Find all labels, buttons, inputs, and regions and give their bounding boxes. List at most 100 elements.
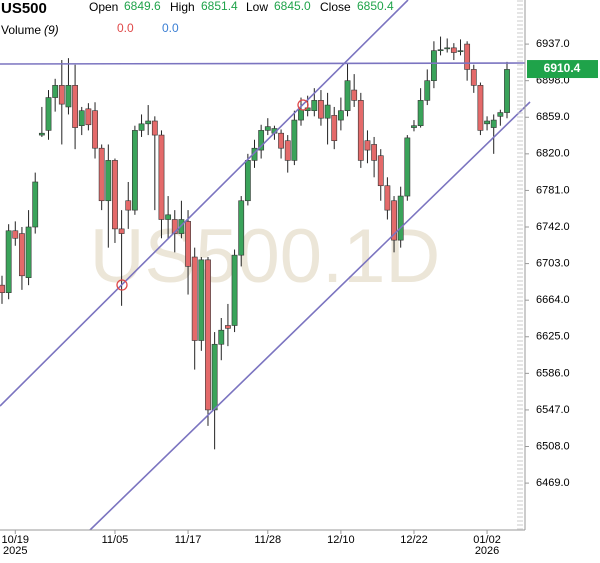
symbol: US500: [1, 0, 47, 17]
volume-value: 0.0: [117, 21, 134, 35]
open-value: 6849.6: [124, 0, 161, 13]
candle-body: [138, 123, 145, 131]
candle-body: [457, 50, 464, 52]
candle-body: [377, 155, 384, 187]
candle-body: [85, 108, 92, 126]
close-label: Close: [320, 0, 351, 14]
y-tick-label: 6586.0: [536, 367, 570, 379]
candle-body: [72, 85, 78, 128]
candle-body: [404, 137, 411, 197]
anchor-point: [297, 99, 309, 111]
candle-body: [92, 110, 98, 149]
candle-body: [191, 256, 198, 341]
candle-body: [497, 112, 504, 117]
last-price-tag: [527, 60, 598, 79]
candle-body: [118, 228, 125, 234]
trend-line: [0, 0, 409, 407]
y-tick-label: 6547.0: [536, 404, 570, 416]
volume-period: (9): [44, 23, 59, 37]
open-label: Open: [89, 0, 118, 14]
candle-body: [58, 85, 65, 105]
candle-body: [32, 181, 39, 228]
candle-body: [311, 100, 318, 111]
candle-body: [470, 69, 477, 86]
candle-body: [417, 100, 424, 126]
candle-body: [437, 49, 444, 52]
candle-body: [450, 47, 457, 53]
y-tick-label: 6664.0: [536, 294, 570, 306]
trend-line: [89, 101, 531, 531]
anchor-point: [116, 279, 128, 291]
y-tick-label: 6469.0: [536, 477, 570, 489]
candle-body: [38, 132, 45, 136]
candle-body: [484, 120, 490, 125]
candle-body: [371, 144, 378, 161]
high-value: 6851.4: [201, 0, 238, 13]
candle-body: [337, 110, 344, 121]
horizontal-line: [0, 62, 526, 65]
candle-body: [397, 195, 404, 241]
x-year-label: 2026: [475, 545, 499, 557]
candle-body: [464, 43, 471, 70]
low-label: Low: [246, 0, 268, 14]
y-tick-label: 6937.0: [536, 38, 570, 50]
candle-body: [12, 230, 19, 239]
candle-body: [291, 119, 298, 161]
candle-body: [225, 325, 231, 329]
candle-body: [344, 80, 351, 111]
x-tick-label: 12/10: [327, 534, 355, 546]
candle-body: [357, 100, 364, 161]
candle-body: [105, 160, 112, 202]
candle-body: [231, 254, 238, 326]
candle-body: [205, 259, 211, 411]
candle-body: [324, 104, 331, 119]
candle-body: [411, 125, 417, 128]
candle-body: [211, 343, 218, 411]
candle-body: [198, 259, 205, 341]
candle-body: [431, 50, 437, 81]
y-tick-label: 6625.0: [536, 331, 570, 343]
candle-body: [364, 140, 371, 151]
candle-body: [19, 233, 25, 277]
y-tick-label: 6859.0: [536, 111, 570, 123]
candle-body: [384, 185, 391, 211]
candle-body: [145, 120, 152, 125]
watermark: US500.1D: [90, 214, 441, 299]
candle-body: [171, 219, 178, 234]
candle-body: [244, 160, 251, 202]
candle-body: [0, 284, 5, 293]
volume-label: Volume: [1, 23, 41, 37]
candle-body: [351, 89, 358, 101]
high-label: High: [170, 0, 195, 14]
candle-body: [218, 329, 225, 345]
y-tick-label: 6703.0: [536, 257, 570, 269]
candle-body: [238, 200, 245, 256]
candle-body: [185, 221, 191, 267]
candle-body: [112, 160, 118, 230]
candle-body: [98, 147, 105, 202]
candle-body: [490, 119, 497, 128]
x-tick-label: 10/19: [2, 534, 30, 546]
candle-body: [298, 109, 304, 121]
candle-body: [52, 85, 59, 98]
candle-body: [258, 130, 265, 151]
y-tick-label: 6508.0: [536, 440, 570, 452]
candle-body: [45, 97, 52, 131]
x-tick-label: 11/05: [102, 534, 129, 546]
candle-body: [151, 120, 158, 136]
candle-body: [158, 134, 165, 220]
candle-body: [25, 226, 32, 278]
candle-body: [424, 80, 431, 101]
candle-body: [477, 85, 484, 131]
candle-body: [284, 140, 291, 161]
candle-body: [264, 126, 271, 131]
candle-body: [165, 214, 172, 220]
candle-body: [504, 69, 510, 113]
candle-body: [444, 47, 451, 50]
candle-body: [318, 100, 324, 119]
candle-body: [78, 110, 85, 126]
candle-body: [331, 115, 338, 142]
